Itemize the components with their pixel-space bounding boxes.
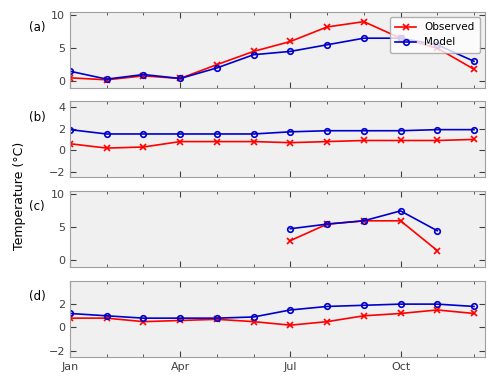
Observed xyxy=(398,138,404,143)
Model xyxy=(288,49,294,54)
Observed xyxy=(324,319,330,324)
Observed xyxy=(104,316,110,321)
Observed xyxy=(67,76,73,80)
Model xyxy=(398,128,404,133)
Model xyxy=(398,209,404,213)
Model xyxy=(67,127,73,132)
Model xyxy=(434,42,440,47)
Model xyxy=(214,65,220,70)
Observed xyxy=(250,49,256,54)
Model xyxy=(434,302,440,307)
Text: (c): (c) xyxy=(28,200,44,213)
Text: (b): (b) xyxy=(28,111,45,123)
Line: Observed: Observed xyxy=(67,137,477,151)
Observed xyxy=(214,62,220,67)
Observed xyxy=(288,323,294,327)
Observed xyxy=(471,311,477,316)
Observed xyxy=(398,311,404,316)
Text: Temperature (°C): Temperature (°C) xyxy=(12,142,26,250)
Observed xyxy=(104,78,110,82)
Model xyxy=(324,304,330,309)
Text: (d): (d) xyxy=(28,290,45,303)
Model xyxy=(361,218,367,223)
Observed xyxy=(140,319,146,324)
Line: Model: Model xyxy=(288,208,440,234)
Model xyxy=(471,127,477,132)
Observed xyxy=(434,138,440,143)
Observed xyxy=(250,319,256,324)
Model xyxy=(288,129,294,134)
Observed xyxy=(288,140,294,145)
Observed xyxy=(177,76,183,81)
Observed xyxy=(177,139,183,144)
Observed xyxy=(214,139,220,144)
Line: Model: Model xyxy=(67,35,477,82)
Observed xyxy=(140,145,146,149)
Observed xyxy=(434,46,440,51)
Model xyxy=(104,314,110,318)
Model xyxy=(361,128,367,133)
Model xyxy=(214,316,220,321)
Model xyxy=(324,222,330,227)
Observed xyxy=(434,248,440,253)
Model xyxy=(250,315,256,319)
Model xyxy=(324,42,330,47)
Observed xyxy=(250,139,256,144)
Model xyxy=(471,304,477,309)
Observed xyxy=(67,142,73,146)
Observed xyxy=(67,316,73,321)
Model xyxy=(67,311,73,316)
Model xyxy=(398,36,404,40)
Line: Model: Model xyxy=(67,127,477,137)
Observed xyxy=(288,238,294,243)
Model xyxy=(288,308,294,312)
Model xyxy=(104,132,110,136)
Observed xyxy=(361,19,367,24)
Observed xyxy=(140,73,146,78)
Model xyxy=(177,316,183,321)
Model xyxy=(214,132,220,136)
Line: Observed: Observed xyxy=(288,218,440,253)
Line: Observed: Observed xyxy=(67,19,477,83)
Text: (a): (a) xyxy=(28,21,45,34)
Observed xyxy=(398,218,404,223)
Observed xyxy=(104,146,110,151)
Model xyxy=(177,76,183,81)
Model xyxy=(250,53,256,57)
Legend: Observed, Model: Observed, Model xyxy=(390,17,480,53)
Model xyxy=(140,132,146,136)
Observed xyxy=(324,222,330,227)
Model xyxy=(104,77,110,82)
Model xyxy=(471,59,477,64)
Model xyxy=(324,128,330,133)
Observed xyxy=(361,314,367,318)
Observed xyxy=(288,39,294,44)
Observed xyxy=(471,67,477,72)
Model xyxy=(434,229,440,233)
Model xyxy=(177,132,183,136)
Observed xyxy=(324,25,330,29)
Observed xyxy=(471,137,477,142)
Line: Model: Model xyxy=(67,301,477,321)
Observed xyxy=(324,139,330,144)
Line: Observed: Observed xyxy=(67,307,477,328)
Observed xyxy=(214,317,220,322)
Model xyxy=(361,303,367,308)
Observed xyxy=(398,36,404,40)
Model xyxy=(288,227,294,231)
Observed xyxy=(361,218,367,223)
Model xyxy=(250,132,256,136)
Model xyxy=(140,316,146,321)
Observed xyxy=(434,308,440,312)
Model xyxy=(434,127,440,132)
Observed xyxy=(177,318,183,323)
Model xyxy=(398,302,404,307)
Model xyxy=(140,72,146,77)
Model xyxy=(67,69,73,74)
Model xyxy=(361,36,367,40)
Observed xyxy=(361,138,367,143)
